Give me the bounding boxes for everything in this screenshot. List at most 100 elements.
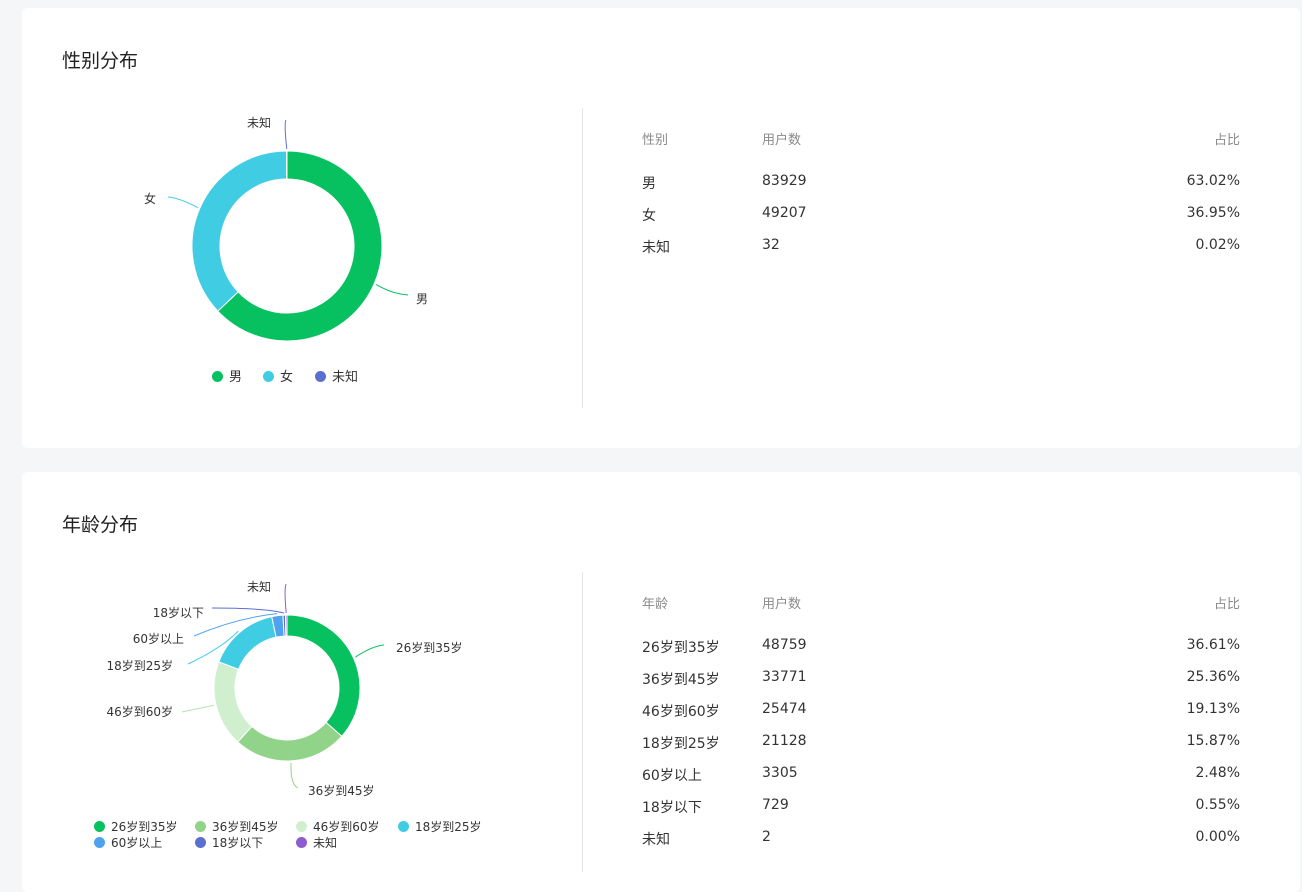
row-pct: 15.87% [1187,733,1240,749]
legend-dot-female [263,371,274,382]
legend-item-male[interactable]: 男 [212,370,242,386]
row-label: 18岁以下 [642,797,702,817]
table-row: 46岁到60岁 25474 19.13% [642,701,1240,721]
legend-item-unknown[interactable]: 未知 [315,370,358,386]
slice-label-2: 未知 [247,116,271,130]
row-count: 21128 [762,733,807,749]
row-count: 48759 [762,637,807,653]
row-label: 18岁到25岁 [642,733,720,753]
legend-label-female: 女 [280,370,293,385]
legend-dot-unknown [315,371,326,382]
legend-item-age-26-35[interactable]: 26岁到35岁 [94,819,178,835]
table-row: 60岁以上 3305 2.48% [642,765,1240,785]
legend-dot [195,837,206,848]
row-count: 83929 [762,173,807,189]
table-row: 女 49207 36.95% [642,205,1240,225]
row-label: 男 [642,173,656,193]
legend-dot [296,837,307,848]
legend-item-age-18-25[interactable]: 18岁到25岁 [398,819,482,835]
row-pct: 2.48% [1196,765,1240,781]
legend-item-age-60-plus[interactable]: 60岁以上 [94,835,162,851]
header-ratio: 占比 [1214,129,1240,148]
leader-line-5 [212,608,284,613]
legend-item-age-unknown[interactable]: 未知 [296,835,337,851]
header-user-count: 用户数 [762,593,801,612]
legend-label: 46岁到60岁 [313,820,380,834]
table-row: 男 83929 63.02% [642,173,1240,193]
row-pct: 63.02% [1187,173,1240,189]
slice-label-2: 46岁到60岁 [106,704,173,719]
gender-table-header: 性别 用户数 占比 [642,129,1240,149]
leader-line-2 [182,705,214,712]
row-label: 未知 [642,829,670,849]
donut-slice-0[interactable] [287,615,360,736]
row-pct: 19.13% [1187,701,1240,717]
donut-slice-2[interactable] [214,662,252,742]
row-count: 3305 [762,765,798,781]
row-pct: 36.95% [1187,205,1240,221]
gender-divider [582,108,583,408]
row-count: 32 [762,237,780,253]
donut-slice-1[interactable] [192,151,287,311]
row-count: 729 [762,797,789,813]
row-pct: 0.55% [1196,797,1240,813]
donut-slice-6[interactable] [285,615,287,636]
table-row: 36岁到45岁 33771 25.36% [642,669,1240,689]
row-label: 46岁到60岁 [642,701,720,721]
row-count: 2 [762,829,771,845]
legend-item-age-46-60[interactable]: 46岁到60岁 [296,819,380,835]
legend-label: 26岁到35岁 [111,820,178,834]
legend-dot [94,837,105,848]
age-table-header: 年龄 用户数 占比 [642,593,1240,613]
legend-label: 18岁到25岁 [415,820,482,834]
slice-label-1: 36岁到45岁 [308,783,375,798]
row-pct: 36.61% [1187,637,1240,653]
leader-line-1 [291,763,298,788]
gender-distribution-card: 性别分布 男女未知 男 女 未知 性别 用户数 占比 男 83929 63.02… [22,8,1300,448]
row-label: 36岁到45岁 [642,669,720,689]
header-ratio: 占比 [1214,593,1240,612]
legend-dot [195,821,206,832]
legend-label-male: 男 [229,370,242,385]
legend-label: 60岁以上 [111,836,162,850]
legend-dot-male [212,371,223,382]
slice-label-1: 女 [144,191,156,206]
row-label: 未知 [642,237,670,257]
legend-label: 18岁以下 [212,836,263,850]
table-row: 18岁到25岁 21128 15.87% [642,733,1240,753]
legend-item-female[interactable]: 女 [263,370,293,386]
table-row: 未知 32 0.02% [642,237,1240,257]
header-age: 年龄 [642,593,668,612]
donut-slice-3[interactable] [219,617,276,670]
slice-label-0: 男 [416,292,428,306]
row-count: 49207 [762,205,807,221]
donut-slice-1[interactable] [238,722,342,761]
leader-line-0 [355,645,384,657]
leader-line-1 [168,197,198,208]
table-row: 18岁以下 729 0.55% [642,797,1240,817]
legend-dot [398,821,409,832]
row-pct: 0.00% [1196,829,1240,845]
table-row: 26岁到35岁 48759 36.61% [642,637,1240,657]
row-count: 25474 [762,701,807,717]
age-divider [582,572,583,872]
leader-line-2 [285,120,287,149]
header-user-count: 用户数 [762,129,801,148]
legend-item-age-under-18[interactable]: 18岁以下 [195,835,263,851]
slice-label-4: 60岁以上 [133,631,184,646]
legend-item-age-36-45[interactable]: 36岁到45岁 [195,819,279,835]
slice-label-3: 18岁到25岁 [106,658,173,673]
row-label: 60岁以上 [642,765,702,785]
legend-dot [94,821,105,832]
leader-line-0 [376,284,408,295]
legend-label: 36岁到45岁 [212,820,279,834]
row-label: 26岁到35岁 [642,637,720,657]
slice-label-5: 18岁以下 [153,605,204,620]
legend-label-unknown: 未知 [332,370,358,385]
row-count: 33771 [762,669,807,685]
slice-label-0: 26岁到35岁 [396,640,463,655]
header-gender: 性别 [642,129,668,148]
